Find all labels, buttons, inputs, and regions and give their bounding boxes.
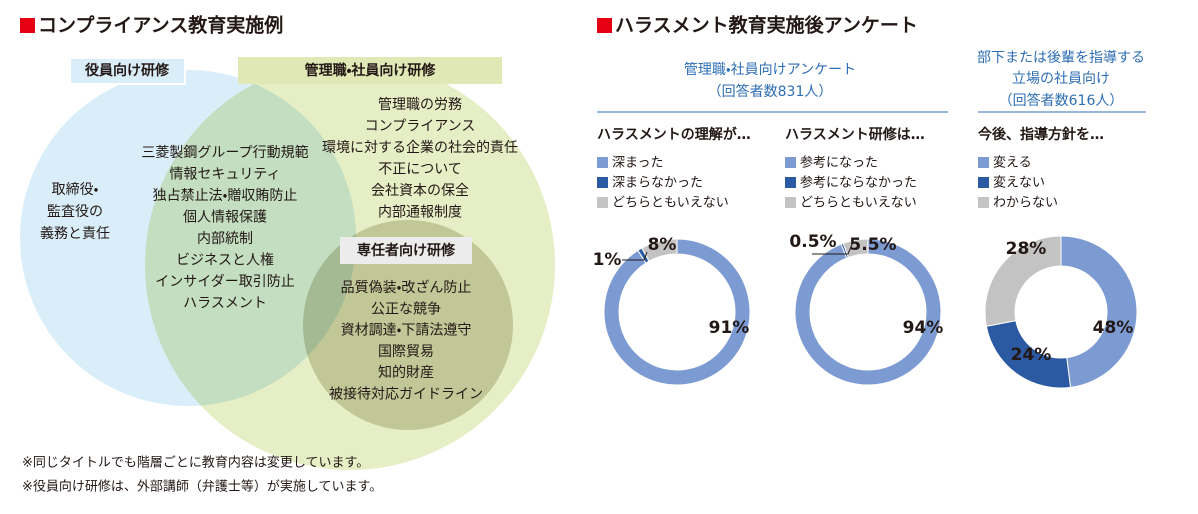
legend-label: どちらともいえない [612, 196, 729, 211]
donut-slice [842, 238, 869, 259]
venn-item: 公正な競争 [371, 301, 441, 317]
legend-label: 変えない [993, 175, 1045, 191]
legend-label: 深まらなかった [612, 176, 703, 191]
label-box [340, 237, 472, 264]
venn-item: 情報セキュリティ [169, 167, 280, 183]
label-box [69, 57, 186, 85]
group-label: 役員向け研修 [84, 62, 170, 79]
legend-swatch [978, 157, 989, 168]
venn-item: 資材調達・下請法遵守 [341, 323, 472, 339]
value-label: 48% [1093, 318, 1134, 338]
legend-label: わからない [993, 196, 1058, 211]
venn-item: 監査役の [47, 204, 103, 220]
leader-line [812, 241, 854, 255]
group-label: 管理職・社員向け研修 [305, 62, 437, 79]
venn-item: 環境に対する企業の社会的責任 [322, 140, 518, 156]
legend-label: 深まった [612, 156, 663, 171]
venn-item: ハラスメント [183, 296, 267, 312]
venn-item: 内部統制 [197, 231, 253, 247]
legend-swatch [597, 197, 608, 208]
venn-item: 知的財産 [378, 364, 434, 381]
venn-item: 独占禁止法・贈収賄防止 [153, 188, 298, 204]
group-title: 部下または後輩を指導する [977, 50, 1145, 66]
legend-swatch [978, 197, 989, 208]
legend-swatch [597, 157, 608, 168]
donut-slice [794, 238, 942, 386]
venn-item: 内部通報制度 [378, 205, 462, 221]
specialist-circle [303, 220, 513, 430]
label-box [238, 57, 502, 84]
chart-title: 今後、指導方針を… [978, 126, 1104, 143]
venn-item: 品質偽装・改ざん防止 [341, 279, 472, 296]
value-label: 28% [1006, 239, 1047, 259]
venn-item: ビジネスと人権 [176, 252, 274, 269]
venn-item: 不正について [378, 162, 462, 178]
legend-swatch [785, 197, 796, 208]
legend-swatch [785, 177, 796, 188]
legend-label: 参考にならなかった [800, 176, 917, 191]
value-label: 0.5% [789, 232, 836, 252]
group-title: 立場の社員向け [1012, 71, 1110, 87]
section-title: ハラスメント教育実施後アンケート [615, 14, 918, 37]
venn-item: 会社資本の保全 [371, 183, 469, 199]
venn-item: 個人情報保護 [183, 210, 267, 226]
venn-item: コンプライアンス [365, 119, 476, 135]
title-marker [20, 18, 35, 33]
venn [20, 60, 555, 470]
value-label: 5.5% [849, 235, 896, 255]
legend-swatch [597, 177, 608, 188]
legend-label: どちらともいえない [800, 196, 917, 211]
donut-slice [641, 238, 678, 262]
value-label: 94% [903, 318, 944, 338]
venn-item: 国際貿易 [378, 344, 434, 360]
legend-label: 参考になった [800, 156, 878, 171]
group-label: 専任者向け研修 [357, 242, 456, 259]
venn-item: 取締役・ [52, 181, 99, 198]
value-label: 91% [709, 318, 750, 338]
group-respondents: （回答者数831人） [708, 83, 833, 100]
venn-item: インサイダー取引防止 [155, 274, 294, 290]
note: ※役員向け研修は、外部講師（弁護士等）が実施しています。 [22, 479, 382, 495]
group-title: 管理職・社員向けアンケート [684, 62, 856, 78]
chart-title: ハラスメントの理解が… [597, 126, 751, 143]
value-label: 24% [1011, 345, 1052, 365]
section-title: コンプライアンス教育実施例 [38, 14, 283, 37]
leader-line [622, 251, 648, 261]
legend-label: 変える [993, 155, 1032, 171]
legend-swatch [978, 177, 989, 188]
venn-item: 義務と責任 [40, 225, 110, 242]
note: ※同じタイトルでも階層ごとに教育内容は変更しています。 [22, 455, 369, 471]
venn-item: 管理職の労務 [378, 97, 462, 113]
donut-slice [603, 238, 751, 386]
legend-swatch [785, 157, 796, 168]
venn-item: 三菱製鋼グループ行動規範 [141, 144, 308, 161]
donut-slice [984, 235, 1062, 327]
group-respondents: （回答者数616人） [999, 92, 1124, 109]
chart-title: ハラスメント研修は… [785, 126, 925, 143]
venn-item: 被接待対応ガイドライン [329, 387, 483, 403]
donut-slice [1060, 235, 1138, 388]
value-label: 1% [593, 250, 622, 270]
title-marker [597, 18, 612, 33]
value-label: 8% [648, 235, 677, 255]
